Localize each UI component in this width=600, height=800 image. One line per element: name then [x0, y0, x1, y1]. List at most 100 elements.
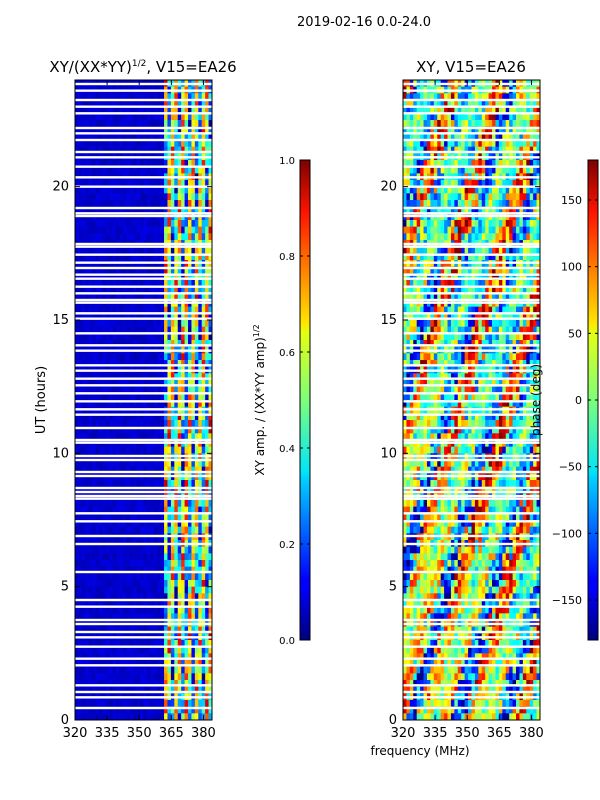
heatmap-cell — [129, 686, 134, 694]
heatmap-cell — [188, 700, 192, 708]
heatmap-cell — [533, 233, 537, 241]
heatmap-cell — [157, 606, 162, 614]
heatmap-cell — [177, 386, 182, 394]
heatmap-cell — [426, 200, 431, 208]
heatmap-cell — [430, 226, 435, 234]
heatmap-cell — [88, 313, 93, 321]
heatmap-cell — [136, 420, 141, 428]
heatmap-cell — [191, 600, 196, 608]
heatmap-cell — [205, 326, 209, 334]
heatmap-cell — [98, 106, 103, 114]
heatmap-cell — [160, 340, 165, 348]
heatmap-cell — [174, 380, 179, 388]
heatmap-cell — [181, 280, 185, 288]
heatmap-cell — [98, 506, 103, 514]
heatmap-cell — [92, 613, 96, 621]
heatmap-cell — [426, 140, 431, 148]
heatmap-cell — [92, 313, 96, 321]
heatmap-cell — [205, 340, 209, 348]
heatmap-cell — [498, 220, 503, 228]
heatmap-cell — [122, 100, 127, 108]
heatmap-cell — [170, 386, 175, 394]
heatmap-cell — [126, 686, 131, 694]
heatmap-cell — [167, 400, 172, 408]
heatmap-cell — [164, 486, 168, 494]
heatmap-cell — [109, 326, 114, 334]
heatmap-cell — [146, 460, 151, 468]
heatmap-cell — [122, 480, 127, 488]
heatmap-cell — [198, 380, 203, 388]
heatmap-cell — [102, 560, 107, 568]
heatmap-cell — [102, 320, 107, 328]
heatmap-cell — [170, 380, 175, 388]
heatmap-cell — [208, 180, 212, 188]
heatmap-cell — [208, 413, 212, 421]
heatmap-cell — [136, 206, 141, 214]
heatmap-cell — [198, 180, 203, 188]
heatmap-cell — [92, 466, 96, 474]
heatmap-cell — [133, 206, 138, 214]
heatmap-cell — [112, 380, 117, 388]
heatmap-cell — [433, 200, 438, 208]
heatmap-cell — [85, 360, 90, 368]
heatmap-cell — [160, 460, 165, 468]
heatmap-cell — [194, 626, 199, 634]
heatmap-cell — [433, 160, 438, 168]
heatmap-cell — [143, 546, 148, 554]
heatmap-cell — [188, 706, 192, 714]
heatmap-cell — [184, 126, 189, 134]
heatmap-cell — [444, 193, 448, 201]
heatmap-cell — [181, 500, 185, 508]
heatmap-cell — [109, 413, 114, 421]
heatmap-cell — [205, 126, 209, 134]
heatmap-cell — [447, 93, 452, 101]
heatmap-cell — [177, 113, 182, 121]
heatmap-cell — [150, 706, 155, 714]
heatmap-cell — [98, 446, 103, 454]
heatmap-cell — [146, 386, 151, 394]
heatmap-cell — [201, 393, 206, 401]
heatmap-cell — [85, 333, 90, 341]
heatmap-cell — [122, 120, 127, 128]
heatmap-cell — [126, 613, 131, 621]
heatmap-cell — [143, 160, 148, 168]
heatmap-cell — [78, 286, 83, 294]
heatmap-cell — [164, 433, 168, 441]
heatmap-cell — [198, 306, 203, 314]
heatmap-cell — [153, 286, 158, 294]
heatmap-cell — [512, 146, 517, 154]
heatmap-cell — [102, 600, 107, 608]
heatmap-cell — [102, 553, 107, 561]
heatmap-cell — [119, 586, 124, 594]
heatmap-cell — [133, 520, 138, 528]
heatmap-cell — [143, 586, 148, 594]
heatmap-cell — [75, 426, 79, 434]
heatmap-cell — [461, 226, 466, 234]
heatmap-cell — [150, 613, 155, 621]
heatmap-cell — [461, 166, 466, 174]
flagged-row — [75, 242, 212, 246]
heatmap-cell — [92, 626, 96, 634]
heatmap-cell — [505, 166, 510, 174]
heatmap-cell — [157, 420, 162, 428]
heatmap-cell — [143, 120, 148, 128]
heatmap-cell — [78, 340, 83, 348]
heatmap-cell — [78, 393, 83, 401]
heatmap-cell — [167, 506, 172, 514]
heatmap-cell — [170, 186, 175, 194]
heatmap-cell — [102, 713, 107, 720]
heatmap-cell — [164, 273, 168, 281]
heatmap-cell — [170, 286, 175, 294]
heatmap-cell — [188, 600, 192, 608]
heatmap-cell — [188, 686, 192, 694]
heatmap-cell — [188, 680, 192, 688]
heatmap-cell — [403, 93, 407, 101]
heatmap-cell — [170, 326, 175, 334]
heatmap-cell — [129, 673, 134, 681]
heatmap-cell — [98, 660, 103, 668]
heatmap-cell — [474, 226, 479, 234]
heatmap-cell — [143, 133, 148, 141]
heatmap-cell — [406, 126, 411, 134]
heatmap-cell — [205, 613, 209, 621]
heatmap-cell — [119, 580, 124, 588]
